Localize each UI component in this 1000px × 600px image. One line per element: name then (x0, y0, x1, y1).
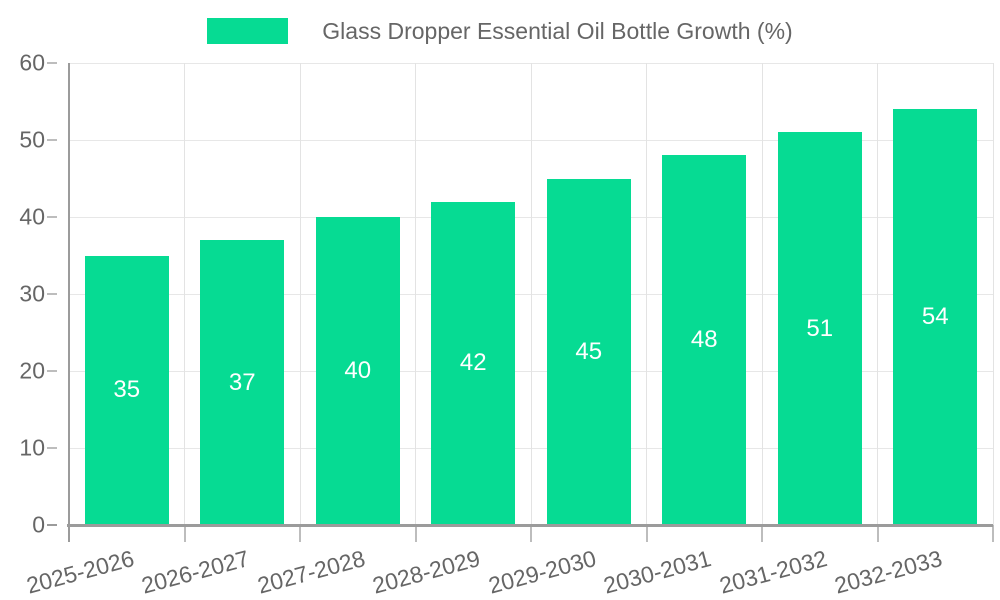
bar-value-label: 40 (344, 357, 372, 384)
x-tick (876, 525, 879, 542)
y-tick-label: 20 (19, 357, 45, 384)
x-tick-label: 2029-2030 (485, 545, 599, 599)
y-tick-label: 50 (19, 126, 45, 153)
y-tick (47, 216, 57, 218)
x-tick-label: 2026-2027 (138, 545, 252, 599)
y-tick (47, 293, 57, 295)
bar-value-label: 51 (806, 314, 834, 342)
y-tick (47, 62, 57, 64)
x-tick (68, 525, 70, 542)
legend-swatch (207, 18, 289, 44)
y-tick (47, 370, 57, 372)
legend-label: Glass Dropper Essential Oil Bottle Growt… (322, 18, 793, 44)
x-tick (645, 525, 648, 542)
x-tick (183, 525, 186, 542)
v-gridline (877, 63, 878, 525)
x-tick (530, 525, 532, 542)
y-tick-label: 10 (19, 434, 45, 461)
v-gridline (530, 63, 532, 525)
bar-value-label: 54 (921, 303, 949, 331)
x-tick-label: 2025-2026 (23, 545, 137, 599)
bar-value-label: 37 (228, 368, 256, 396)
bar[interactable]: 42 (431, 201, 516, 525)
y-tick-label: 30 (19, 280, 45, 307)
bar[interactable]: 35 (84, 255, 169, 525)
x-tick-label: 2027-2028 (254, 545, 368, 599)
x-tick-label: 2028-2029 (369, 545, 483, 599)
v-gridline (415, 63, 416, 525)
y-tick-label: 60 (19, 49, 45, 76)
v-gridline (646, 63, 647, 525)
bar-value-label: 35 (113, 376, 141, 404)
v-gridline (992, 63, 994, 525)
bar[interactable]: 51 (777, 132, 862, 525)
v-gridline (299, 63, 301, 525)
y-tick (47, 524, 57, 526)
v-gridline (184, 63, 185, 525)
y-tick-label: 0 (32, 511, 45, 538)
bar[interactable]: 37 (200, 240, 285, 525)
y-tick-label: 40 (19, 203, 45, 230)
x-tick-label: 2030-2031 (600, 545, 714, 599)
x-tick (761, 525, 763, 542)
x-axis-line (67, 523, 993, 527)
x-tick-label: 2032-2033 (831, 545, 945, 599)
bar-value-label: 45 (575, 337, 603, 365)
x-tick (299, 525, 301, 542)
v-gridline (761, 63, 763, 525)
y-tick (47, 447, 57, 449)
bar[interactable]: 48 (662, 155, 747, 525)
bar-value-label: 42 (459, 349, 487, 377)
bar[interactable]: 54 (893, 109, 978, 525)
plot-area: 0 10 20 30 40 50 60 35 37 40 42 45 48 51 54 2025-2026 20… (19, 50, 994, 599)
legend[interactable]: Glass Dropper Essential Oil Bottle Growt… (0, 17, 1000, 45)
x-tick (414, 525, 417, 542)
bar[interactable]: 40 (315, 217, 400, 525)
y-tick (47, 139, 57, 141)
y-axis-line (68, 63, 70, 525)
bar-value-label: 48 (690, 326, 718, 354)
bar[interactable]: 45 (546, 178, 631, 525)
x-tick-label: 2031-2032 (716, 545, 830, 599)
x-tick (992, 525, 994, 542)
